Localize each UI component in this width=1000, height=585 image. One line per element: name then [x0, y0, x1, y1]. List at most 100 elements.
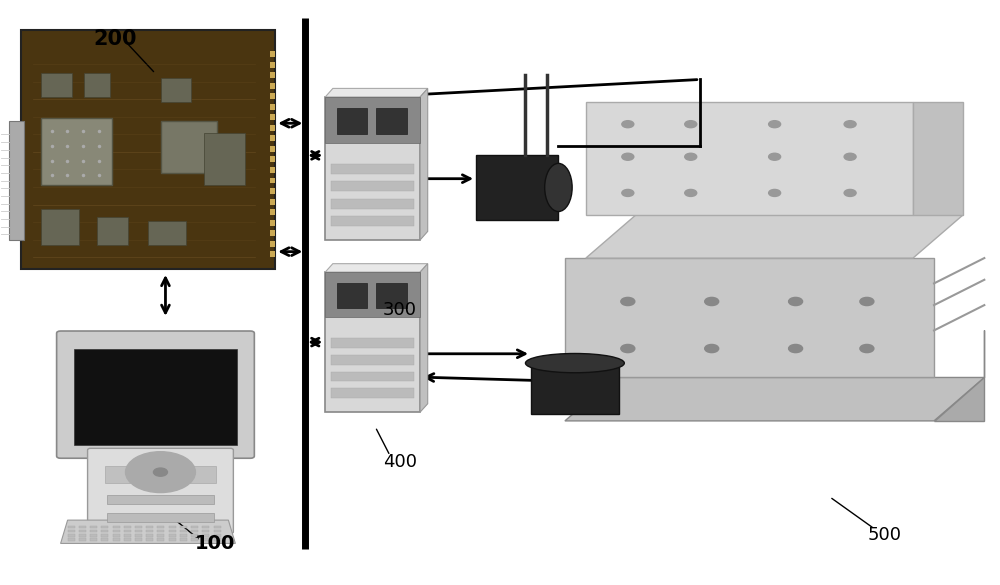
- Ellipse shape: [545, 163, 572, 212]
- FancyBboxPatch shape: [157, 529, 164, 532]
- FancyBboxPatch shape: [270, 240, 275, 247]
- FancyBboxPatch shape: [161, 78, 191, 102]
- FancyBboxPatch shape: [57, 331, 254, 458]
- Circle shape: [621, 345, 635, 353]
- FancyBboxPatch shape: [180, 525, 187, 528]
- Polygon shape: [565, 258, 934, 377]
- Text: 500: 500: [867, 526, 901, 543]
- FancyBboxPatch shape: [325, 97, 420, 143]
- FancyBboxPatch shape: [113, 534, 120, 536]
- FancyBboxPatch shape: [157, 525, 164, 528]
- FancyBboxPatch shape: [135, 529, 142, 532]
- FancyBboxPatch shape: [161, 121, 217, 173]
- Circle shape: [622, 190, 634, 197]
- Circle shape: [789, 297, 803, 305]
- FancyBboxPatch shape: [202, 529, 209, 532]
- FancyBboxPatch shape: [270, 188, 275, 194]
- FancyBboxPatch shape: [9, 121, 24, 240]
- FancyBboxPatch shape: [169, 525, 176, 528]
- Text: 100: 100: [195, 534, 236, 553]
- FancyBboxPatch shape: [191, 534, 198, 536]
- FancyBboxPatch shape: [74, 349, 237, 445]
- Polygon shape: [325, 264, 428, 272]
- Circle shape: [622, 153, 634, 160]
- FancyBboxPatch shape: [270, 209, 275, 215]
- FancyBboxPatch shape: [146, 534, 153, 536]
- Polygon shape: [420, 264, 428, 412]
- FancyBboxPatch shape: [146, 525, 153, 528]
- FancyBboxPatch shape: [180, 529, 187, 532]
- FancyBboxPatch shape: [84, 73, 110, 97]
- FancyBboxPatch shape: [204, 133, 245, 185]
- Polygon shape: [420, 88, 428, 240]
- FancyBboxPatch shape: [214, 525, 221, 528]
- Circle shape: [769, 121, 781, 128]
- FancyBboxPatch shape: [331, 371, 414, 381]
- FancyBboxPatch shape: [88, 448, 233, 534]
- FancyBboxPatch shape: [337, 108, 367, 133]
- FancyBboxPatch shape: [135, 525, 142, 528]
- FancyBboxPatch shape: [90, 538, 97, 541]
- Polygon shape: [565, 377, 984, 421]
- Circle shape: [860, 297, 874, 305]
- FancyBboxPatch shape: [68, 538, 75, 541]
- FancyBboxPatch shape: [191, 529, 198, 532]
- FancyBboxPatch shape: [270, 135, 275, 142]
- FancyBboxPatch shape: [214, 534, 221, 536]
- Circle shape: [126, 452, 195, 493]
- FancyBboxPatch shape: [270, 125, 275, 131]
- FancyBboxPatch shape: [101, 534, 108, 536]
- FancyBboxPatch shape: [325, 272, 420, 317]
- FancyBboxPatch shape: [270, 198, 275, 205]
- FancyBboxPatch shape: [135, 534, 142, 536]
- FancyBboxPatch shape: [270, 61, 275, 68]
- FancyBboxPatch shape: [270, 93, 275, 99]
- FancyBboxPatch shape: [169, 534, 176, 536]
- FancyBboxPatch shape: [41, 118, 112, 185]
- Circle shape: [153, 468, 167, 476]
- FancyBboxPatch shape: [270, 51, 275, 57]
- FancyBboxPatch shape: [146, 538, 153, 541]
- FancyBboxPatch shape: [97, 458, 214, 467]
- FancyBboxPatch shape: [124, 529, 131, 532]
- Circle shape: [705, 297, 719, 305]
- Text: 300: 300: [383, 301, 417, 319]
- FancyBboxPatch shape: [101, 529, 108, 532]
- Circle shape: [621, 297, 635, 305]
- FancyBboxPatch shape: [202, 525, 209, 528]
- FancyBboxPatch shape: [376, 108, 407, 133]
- FancyBboxPatch shape: [90, 525, 97, 528]
- FancyBboxPatch shape: [331, 164, 414, 174]
- FancyBboxPatch shape: [331, 181, 414, 191]
- FancyBboxPatch shape: [325, 272, 420, 412]
- Circle shape: [769, 190, 781, 197]
- Circle shape: [844, 153, 856, 160]
- Text: 200: 200: [94, 29, 137, 49]
- FancyBboxPatch shape: [124, 534, 131, 536]
- FancyBboxPatch shape: [157, 538, 164, 541]
- FancyBboxPatch shape: [101, 538, 108, 541]
- FancyBboxPatch shape: [202, 538, 209, 541]
- FancyBboxPatch shape: [270, 167, 275, 173]
- FancyBboxPatch shape: [107, 513, 214, 522]
- FancyBboxPatch shape: [270, 146, 275, 152]
- Circle shape: [622, 121, 634, 128]
- Polygon shape: [586, 215, 963, 258]
- FancyBboxPatch shape: [124, 525, 131, 528]
- Polygon shape: [531, 363, 619, 415]
- Polygon shape: [476, 156, 558, 219]
- FancyBboxPatch shape: [90, 529, 97, 532]
- Circle shape: [844, 190, 856, 197]
- Circle shape: [685, 190, 697, 197]
- Circle shape: [769, 153, 781, 160]
- FancyBboxPatch shape: [105, 466, 216, 483]
- FancyBboxPatch shape: [331, 355, 414, 364]
- Circle shape: [685, 153, 697, 160]
- FancyBboxPatch shape: [270, 177, 275, 184]
- FancyBboxPatch shape: [107, 495, 214, 504]
- FancyBboxPatch shape: [331, 338, 414, 347]
- Polygon shape: [21, 30, 275, 269]
- FancyBboxPatch shape: [113, 529, 120, 532]
- FancyBboxPatch shape: [157, 534, 164, 536]
- FancyBboxPatch shape: [113, 538, 120, 541]
